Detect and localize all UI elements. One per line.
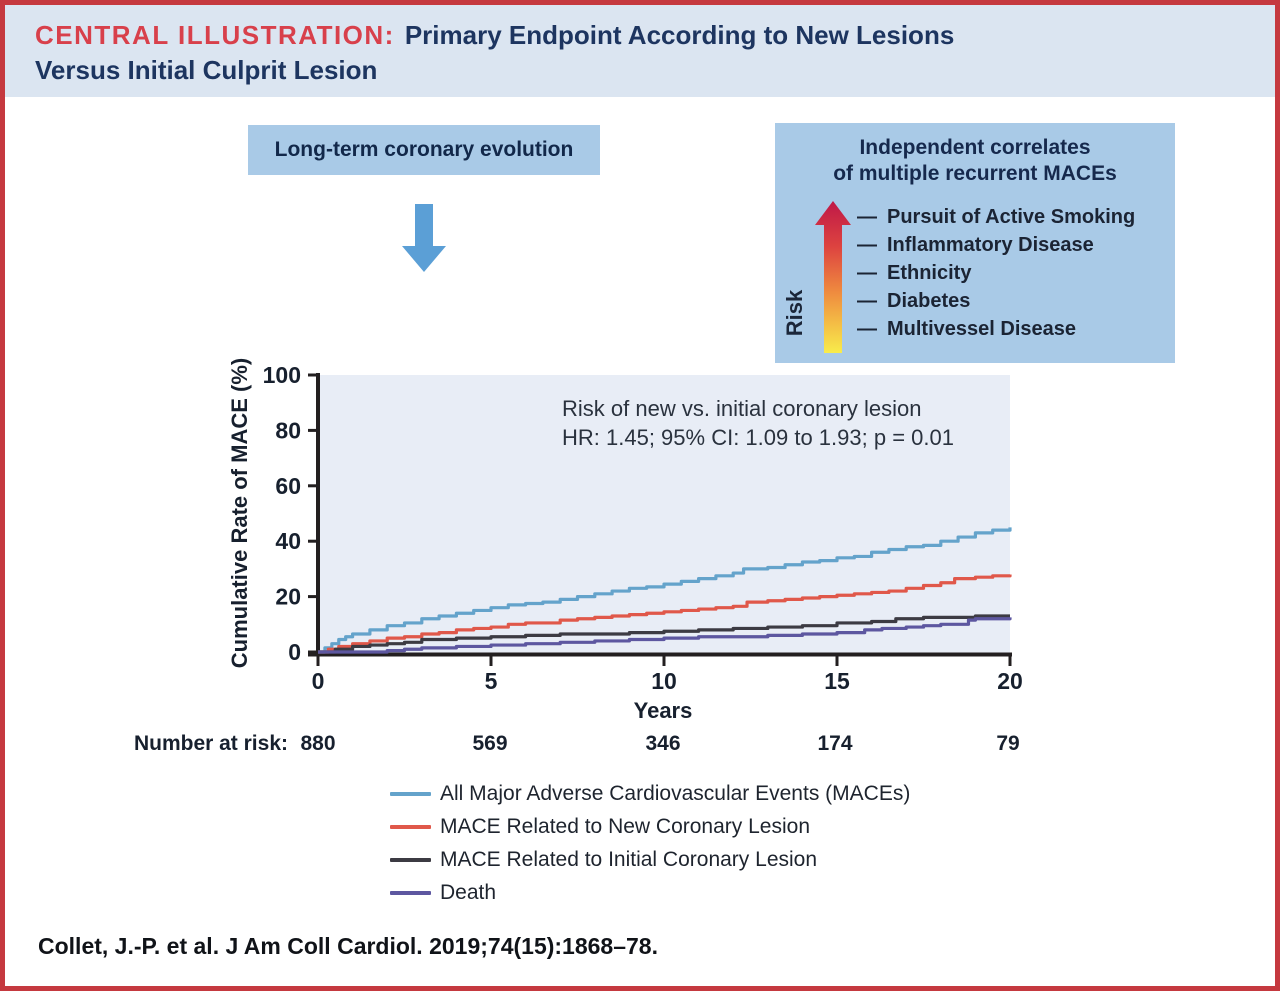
number-at-risk-value: 346 bbox=[645, 732, 681, 755]
svg-text:80: 80 bbox=[275, 417, 301, 443]
number-at-risk-label: Number at risk: bbox=[133, 732, 288, 755]
number-at-risk-value: 174 bbox=[817, 732, 853, 755]
svg-text:20: 20 bbox=[997, 668, 1023, 694]
number-at-risk-value: 79 bbox=[996, 732, 1020, 755]
central-illustration-label: CENTRAL ILLUSTRATION: bbox=[35, 20, 395, 50]
legend-label: Death bbox=[440, 880, 497, 904]
figure-title: CENTRAL ILLUSTRATION: Primary Endpoint Ac… bbox=[35, 18, 1245, 88]
list-item: — Ethnicity bbox=[857, 259, 1169, 287]
citation: Collet, J.-P. et al. J Am Coll Cardiol. … bbox=[38, 933, 658, 959]
legend-label: MACE Related to New Coronary Lesion bbox=[440, 814, 811, 838]
list-item: — Inflammatory Disease bbox=[857, 231, 1169, 259]
list-item: — Pursuit of Active Smoking bbox=[857, 203, 1169, 231]
legend-swatch bbox=[390, 791, 431, 796]
annotation-line-1: Risk of new vs. initial coronary lesion bbox=[562, 396, 922, 421]
down-arrow-icon bbox=[402, 204, 446, 272]
legend-label: All Major Adverse Cardiovascular Events … bbox=[440, 781, 911, 805]
svg-text:0: 0 bbox=[312, 668, 325, 694]
legend-label: MACE Related to Initial Coronary Lesion bbox=[440, 847, 818, 871]
svg-text:15: 15 bbox=[824, 668, 850, 694]
correlates-title-line-2: of multiple recurrent MACEs bbox=[833, 162, 1117, 185]
dash-bullet: — bbox=[857, 290, 877, 312]
correlates-body: Risk — Pursuit of Active Smoking — Inflamm… bbox=[775, 193, 1175, 363]
svg-text:100: 100 bbox=[263, 365, 301, 388]
chart-legend: All Major Adverse Cardiovascular Events … bbox=[390, 777, 910, 909]
hazard-ratio-annotation: Risk of new vs. initial coronary lesion … bbox=[562, 394, 954, 452]
kaplan-meier-chart: 0 20 40 60 80 100 0 5 10 15 20 bbox=[263, 365, 1023, 694]
dash-bullet: — bbox=[857, 318, 877, 340]
svg-text:60: 60 bbox=[275, 473, 301, 499]
x-axis-label: Years bbox=[633, 698, 693, 723]
list-item: — Diabetes bbox=[857, 287, 1169, 315]
correlates-box: Independent correlates of multiple recur… bbox=[775, 123, 1175, 363]
dash-bullet: — bbox=[857, 262, 877, 284]
dash-bullet: — bbox=[857, 234, 877, 256]
correlates-item-label: Multivessel Disease bbox=[887, 318, 1076, 340]
correlates-item-label: Pursuit of Active Smoking bbox=[887, 206, 1136, 228]
legend-row: Death bbox=[390, 876, 910, 909]
correlates-list: — Pursuit of Active Smoking — Inflammatory… bbox=[857, 203, 1169, 343]
svg-text:20: 20 bbox=[275, 584, 301, 610]
legend-row: All Major Adverse Cardiovascular Events … bbox=[390, 777, 910, 810]
y-axis-label: Cumulative Rate of MACE (%) bbox=[227, 357, 252, 669]
correlates-title: Independent correlates of multiple recur… bbox=[775, 123, 1175, 187]
dash-bullet: — bbox=[857, 206, 877, 228]
correlates-item-label: Diabetes bbox=[887, 290, 971, 312]
long-term-evolution-label: Long-term coronary evolution bbox=[274, 138, 574, 161]
annotation-line-2: HR: 1.45; 95% CI: 1.09 to 1.93; p = 0.01 bbox=[562, 425, 954, 450]
risk-gradient-arrow-icon bbox=[815, 201, 851, 353]
number-at-risk-value: 880 bbox=[300, 732, 336, 755]
list-item: — Multivessel Disease bbox=[857, 315, 1169, 343]
title-line-1: Primary Endpoint According to New Lesion… bbox=[404, 20, 955, 50]
legend-row: MACE Related to New Coronary Lesion bbox=[390, 810, 910, 843]
svg-text:5: 5 bbox=[485, 668, 498, 694]
number-at-risk-value: 569 bbox=[472, 732, 508, 755]
figure-header: CENTRAL ILLUSTRATION: Primary Endpoint Ac… bbox=[5, 5, 1275, 97]
svg-text:10: 10 bbox=[651, 668, 677, 694]
svg-text:0: 0 bbox=[288, 639, 301, 665]
long-term-evolution-box: Long-term coronary evolution bbox=[248, 125, 600, 175]
legend-swatch bbox=[390, 824, 431, 829]
legend-swatch bbox=[390, 890, 431, 895]
svg-text:40: 40 bbox=[275, 528, 301, 554]
correlates-title-line-1: Independent correlates bbox=[859, 136, 1091, 159]
correlates-item-label: Inflammatory Disease bbox=[887, 234, 1094, 256]
title-line-2: Versus Initial Culprit Lesion bbox=[35, 55, 378, 85]
legend-row: MACE Related to Initial Coronary Lesion bbox=[390, 843, 910, 876]
correlates-item-label: Ethnicity bbox=[887, 262, 972, 284]
legend-swatch bbox=[390, 857, 431, 862]
